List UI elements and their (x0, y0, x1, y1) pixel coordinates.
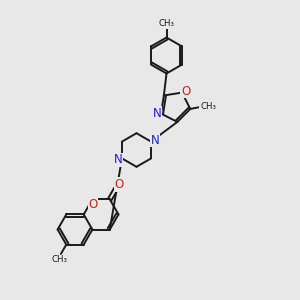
Text: O: O (88, 198, 98, 211)
Text: N: N (151, 134, 159, 147)
Text: CH₃: CH₃ (200, 102, 216, 111)
Text: O: O (115, 178, 124, 191)
Text: CH₃: CH₃ (51, 255, 68, 264)
Text: N: N (153, 107, 161, 120)
Text: N: N (114, 153, 122, 167)
Text: CH₃: CH₃ (158, 19, 175, 28)
Text: O: O (181, 85, 190, 98)
